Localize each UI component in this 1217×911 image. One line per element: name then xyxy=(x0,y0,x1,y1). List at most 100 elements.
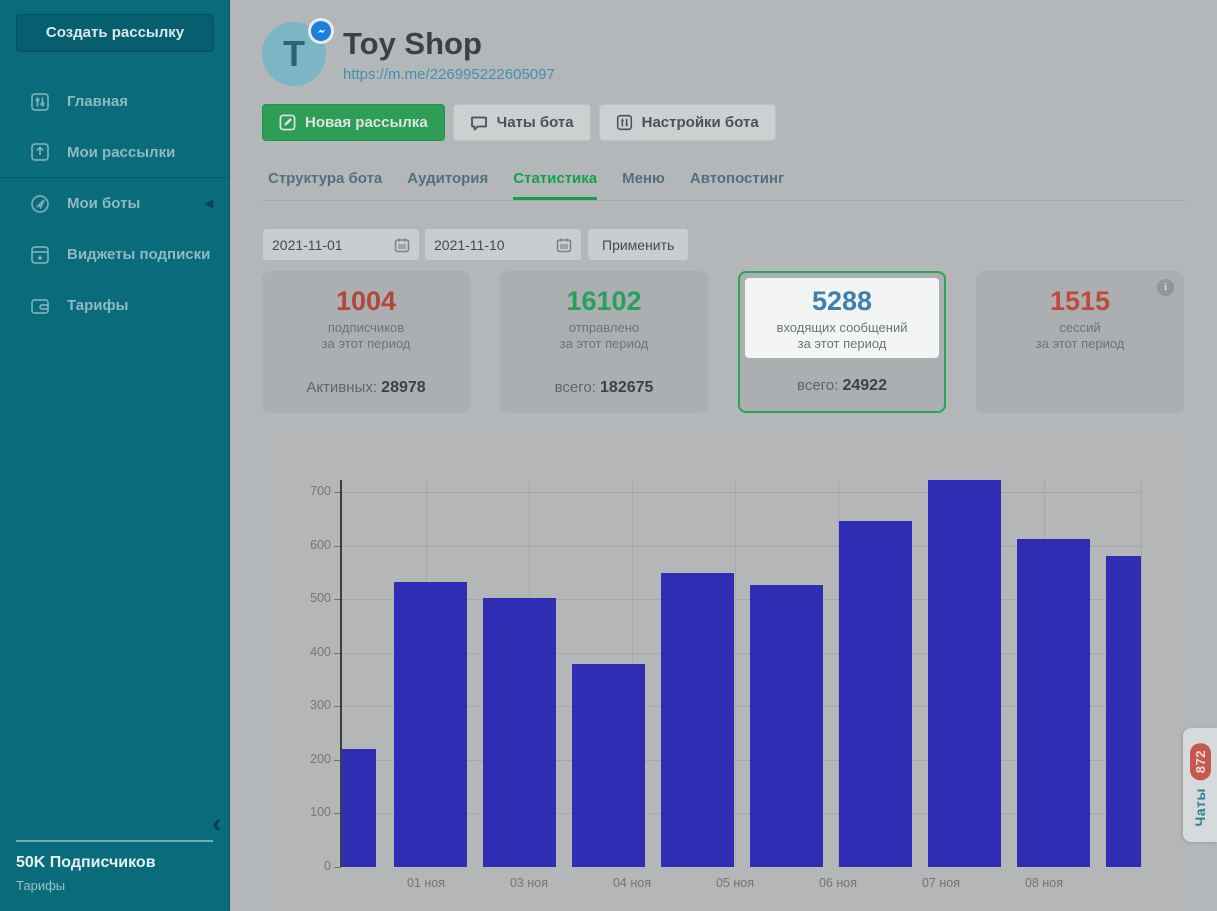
bar-chart: 0 100 200 300 400 500 600 700 01 ноя 03 ноя 04 ноя… xyxy=(262,434,1183,911)
calendar-icon xyxy=(556,238,572,252)
settings-sliders-icon xyxy=(616,114,632,131)
compose-icon xyxy=(279,114,296,131)
stats-cards: 1004 подписчиков за этот период Активных:… xyxy=(262,271,1185,413)
h-gridline xyxy=(341,813,1141,815)
x-axis-label: 04 ноя xyxy=(612,876,651,890)
wallet-icon xyxy=(30,296,50,316)
bot-url-link[interactable]: https://m.me/226995222605097 xyxy=(343,66,555,83)
date-to-value: 2021-11-10 xyxy=(434,236,505,253)
new-broadcast-button[interactable]: Новая рассылка xyxy=(262,104,445,141)
y-axis-line xyxy=(340,480,342,867)
chat-icon xyxy=(470,116,487,130)
v-gridline xyxy=(838,480,839,867)
info-icon[interactable]: i xyxy=(1157,279,1174,296)
chart-bar xyxy=(1017,539,1090,867)
bot-header: T Toy Shop https://m.me/226995222605097 xyxy=(262,18,1185,88)
y-tick xyxy=(334,759,341,761)
stat-footer: Активных: 28978 xyxy=(306,379,426,396)
tab-audience[interactable]: Аудитория xyxy=(407,170,489,187)
x-axis-label: 08 ноя xyxy=(1024,876,1063,890)
stat-card-sessions[interactable]: i 1515 сессий за этот период xyxy=(976,271,1184,413)
y-axis-label: 100 xyxy=(310,805,331,820)
y-axis-label: 400 xyxy=(310,644,331,659)
v-gridline xyxy=(735,480,736,867)
bot-settings-label: Настройки бота xyxy=(641,114,759,131)
date-from-input[interactable]: 2021-11-01 xyxy=(262,228,420,261)
x-axis-label: 01 ноя xyxy=(406,876,445,890)
date-filters: 2021-11-01 2021-11-10 Применить xyxy=(262,228,1185,261)
y-tick xyxy=(334,652,341,654)
sidebar-item-broadcasts[interactable]: Мои рассылки xyxy=(0,127,229,178)
stat-footer: всего: 24922 xyxy=(797,377,887,394)
stat-value: 16102 xyxy=(566,286,642,316)
sidebar-nav: Главная Мои рассылки Мои боты ◀ Виджеты … xyxy=(0,76,229,331)
chart-bar xyxy=(839,521,912,867)
tab-autoposting[interactable]: Автопостинг xyxy=(689,170,785,187)
sidebar-item-label: Главная xyxy=(67,93,129,110)
chart-bar xyxy=(661,573,734,867)
page-title: Toy Shop xyxy=(343,26,482,61)
y-tick xyxy=(334,706,341,708)
stat-value: 5288 xyxy=(811,286,873,316)
y-axis-label: 0 xyxy=(324,859,331,873)
tab-menu[interactable]: Меню xyxy=(622,170,665,187)
sidebar-collapse-button[interactable]: ‹ xyxy=(212,808,221,838)
main-content: T Toy Shop https://m.me/226995222605097 … xyxy=(230,0,1217,911)
stat-footer: всего: 182675 xyxy=(554,379,654,396)
sidebar-footer: 50K Подписчиков Тарифы xyxy=(16,840,213,893)
widget-icon xyxy=(30,245,50,265)
y-tick xyxy=(334,545,341,547)
sidebar-item-bots[interactable]: Мои боты ◀ xyxy=(0,178,229,229)
chats-panel-tab[interactable]: 872 Чаты xyxy=(1183,728,1217,842)
avatar-letter: T xyxy=(283,33,305,74)
sidebar-item-widgets[interactable]: Виджеты подписки xyxy=(0,229,229,280)
chart-bar xyxy=(928,480,1001,867)
y-axis-label: 700 xyxy=(310,484,331,499)
stat-label: входящих сообщений за этот период xyxy=(776,320,908,351)
stat-label: подписчиков за этот период xyxy=(321,320,411,351)
stat-value: 1515 xyxy=(1049,286,1111,316)
calendar-icon xyxy=(394,238,410,252)
y-tick xyxy=(334,867,341,868)
stat-card-incoming[interactable]: 5288 входящих сообщений за этот период вс… xyxy=(738,271,946,413)
y-tick xyxy=(334,599,341,601)
chevron-left-icon[interactable]: ◀ xyxy=(204,198,213,210)
footer-divider xyxy=(16,840,213,842)
chart-bar xyxy=(341,749,376,867)
subscriber-plan: 50K Подписчиков xyxy=(16,854,156,871)
x-axis-label: 05 ноя xyxy=(715,876,754,890)
tab-bot-structure[interactable]: Структура бота xyxy=(268,170,383,187)
bot-settings-button[interactable]: Настройки бота xyxy=(598,104,776,141)
h-gridline xyxy=(341,652,1141,654)
new-broadcast-label: Новая рассылка xyxy=(305,114,428,131)
sidebar-item-label: Виджеты подписки xyxy=(67,246,211,263)
create-broadcast-button[interactable]: Создать рассылку xyxy=(16,14,214,52)
sidebar: Создать рассылку Главная Мои рассылки Мо… xyxy=(0,0,230,911)
sidebar-item-label: Мои боты xyxy=(67,195,141,212)
stat-card-subscribers[interactable]: 1004 подписчиков за этот период Активных:… xyxy=(262,271,470,413)
sidebar-item-main[interactable]: Главная xyxy=(0,76,229,127)
x-axis-label: 06 ноя xyxy=(818,876,857,890)
y-axis-label: 200 xyxy=(310,751,331,766)
y-axis-label: 300 xyxy=(310,698,331,713)
y-tick xyxy=(334,813,341,815)
sidebar-item-label: Мои рассылки xyxy=(67,143,176,161)
apply-button[interactable]: Применить xyxy=(587,228,690,261)
bot-chats-label: Чаты бота xyxy=(496,114,574,131)
sidebar-item-tariffs[interactable]: Тарифы xyxy=(0,280,229,331)
h-gridline xyxy=(341,599,1141,601)
chart-bar xyxy=(483,598,556,867)
stat-value: 1004 xyxy=(335,286,397,316)
chart-card: 0 100 200 300 400 500 600 700 01 ноя 03 ноя 04 ноя… xyxy=(262,434,1183,911)
x-axis-label: 03 ноя xyxy=(509,876,548,890)
tab-statistics[interactable]: Статистика xyxy=(513,162,598,200)
stat-card-sent[interactable]: 16102 отправлено за этот период всего: 18… xyxy=(500,271,708,413)
tariffs-link[interactable]: Тарифы xyxy=(16,878,66,893)
date-to-input[interactable]: 2021-11-10 xyxy=(424,228,582,261)
bot-chats-button[interactable]: Чаты бота xyxy=(452,104,591,141)
chats-count-badge: 872 xyxy=(1189,743,1211,781)
v-gridline xyxy=(1141,480,1142,867)
stat-label: сессий за этот период xyxy=(1035,320,1125,351)
h-gridline xyxy=(341,492,1141,494)
h-gridline xyxy=(341,706,1141,708)
